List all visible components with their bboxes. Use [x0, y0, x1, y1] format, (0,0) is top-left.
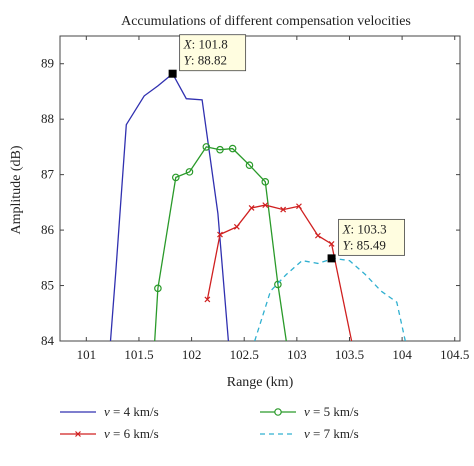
series-point-2 [261, 178, 270, 186]
x-tick-label: 101 [77, 347, 97, 362]
chart-title: Accumulations of different compensation … [121, 14, 411, 29]
legend: v = 4 km/s v = 5 km/sv = 6 km/s v = 7 km/s [60, 404, 359, 441]
series-point-2 [245, 161, 254, 170]
y-tick-label: 86 [41, 222, 55, 237]
legend-rest: = 5 km/s [310, 404, 359, 419]
series-point-3 [217, 231, 223, 238]
x-tick-label: 101.5 [124, 347, 153, 362]
series-point-3 [233, 223, 240, 230]
datatip-text-2: X: 103.3 [342, 221, 387, 236]
series-line-4 [254, 257, 406, 341]
series-point-stroke [280, 206, 287, 213]
datatip-value: : 85.49 [350, 237, 386, 252]
y-axis-label: Amplitude (dB) [9, 145, 24, 234]
datatip-marker-1 [168, 69, 177, 78]
x-tick-label: 102.5 [230, 347, 259, 362]
series-point-3 [314, 232, 321, 239]
series-point-stroke [217, 231, 223, 238]
legend-marker [274, 408, 282, 416]
series-point-stroke [296, 203, 302, 210]
plot-frame [59, 35, 461, 342]
legend-var: v [104, 426, 110, 441]
series-point-stroke [262, 202, 269, 209]
x-tick-label: 103 [287, 347, 307, 362]
series-point-3 [280, 206, 287, 213]
datatip-text-1: X: 101.8 [183, 37, 228, 52]
x-tick-label: 104 [392, 347, 412, 362]
legend-label: v = 4 km/s [104, 404, 159, 419]
series-point-3 [262, 202, 269, 209]
series-point-3 [296, 203, 302, 210]
series-point-2 [216, 145, 224, 154]
legend-rest: = 6 km/s [110, 426, 159, 441]
datatip-label: Y [184, 53, 193, 68]
datatip-marker-2 [327, 254, 336, 263]
legend-var: v [104, 404, 110, 419]
y-tick-label: 84 [41, 333, 55, 348]
datatip-label: Y [343, 237, 352, 252]
datatip-box-1 [179, 34, 247, 72]
series-point-stroke [314, 232, 321, 239]
series-point-2 [274, 280, 282, 289]
legend-entry-1: v = 4 km/s [60, 404, 159, 419]
y-tick-label: 85 [41, 278, 54, 293]
datatip-label: X [342, 221, 352, 236]
series-point-2 [171, 173, 180, 182]
series-point-3 [204, 296, 211, 303]
datatip-label: X [183, 37, 193, 52]
legend-var: v [304, 426, 310, 441]
series-point-2 [154, 284, 162, 293]
series-point-stroke [233, 223, 240, 230]
series-point-stroke [328, 241, 335, 247]
legend-label: v = 7 km/s [304, 426, 359, 441]
y-tick-label: 87 [41, 167, 55, 182]
datatip-text-2: Y: 85.49 [343, 237, 386, 252]
datatip-value: : 88.82 [191, 53, 227, 68]
legend-var: v [304, 404, 310, 419]
legend-entry-2: v = 5 km/s [260, 404, 359, 419]
datatip-value: : 103.3 [351, 221, 387, 236]
y-tick-label: 89 [41, 56, 54, 71]
datatip-value: : 101.8 [192, 37, 228, 52]
x-tick-label: 102 [182, 347, 202, 362]
series-point-stroke [204, 296, 211, 303]
legend-rest: = 7 km/s [310, 426, 359, 441]
legend-label: v = 5 km/s [304, 404, 359, 419]
x-axis-label: Range (km) [227, 375, 294, 390]
legend-label: v = 6 km/s [104, 426, 159, 441]
legend-entry-3: v = 6 km/s [60, 426, 159, 441]
series-point-stroke [248, 204, 255, 211]
x-tick-label: 103.5 [335, 347, 364, 362]
series-point-2 [228, 144, 237, 153]
datatip-box-2 [338, 218, 405, 256]
legend-marker [75, 431, 81, 437]
series-line-1 [109, 72, 230, 341]
series-point-3 [328, 241, 335, 247]
series-line-3 [206, 204, 353, 341]
series-line-2 [154, 146, 287, 341]
series-point-2 [202, 143, 211, 151]
series-point-2 [185, 168, 194, 176]
datatip-text-1: Y: 88.82 [184, 53, 227, 68]
legend-rest: = 4 km/s [110, 404, 159, 419]
legend-entry-4: v = 7 km/s [260, 426, 359, 441]
x-tick-label: 104.5 [440, 347, 469, 362]
y-tick-label: 88 [41, 111, 54, 126]
series-point-3 [248, 204, 255, 211]
